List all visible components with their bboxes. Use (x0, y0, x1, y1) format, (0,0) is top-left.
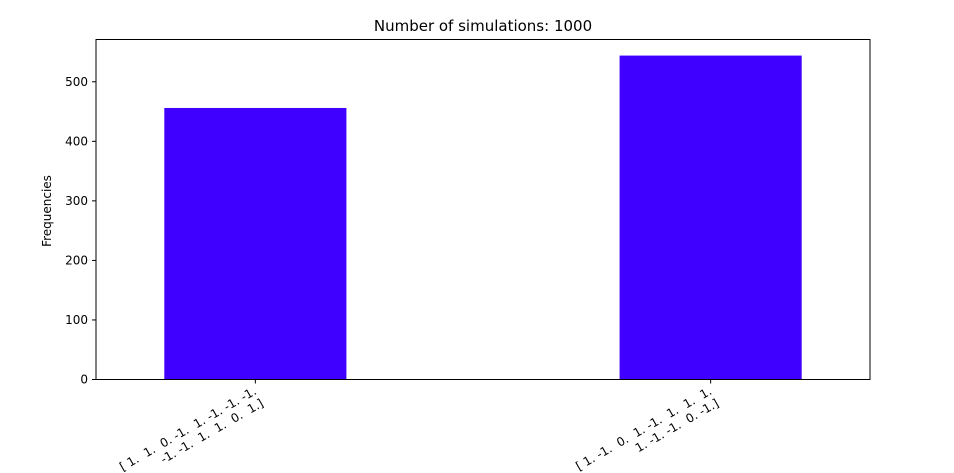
y-axis: 0 100 200 300 400 500 (65, 75, 96, 387)
x-axis: [ 1. 1. 0. -1. 1. -1. -1. -1. -1. -1. 1.… (117, 379, 721, 473)
y-tick-label-400: 400 (65, 134, 88, 148)
x-tick-label-0: [ 1. 1. 0. -1. 1. -1. -1. -1. -1. -1. 1.… (117, 384, 266, 473)
chart-title: Number of simulations: 1000 (374, 17, 592, 35)
x-tick-label-1: [ 1. -1. 0. 1. -1. 1. 1. 1. 1. -1. -1. 0… (573, 384, 721, 473)
plot-frame (95, 39, 871, 380)
y-tick-label-300: 300 (65, 194, 88, 208)
bar-0 (164, 107, 347, 380)
y-tick-label-0: 0 (80, 373, 88, 387)
x-tick-label-line: [ 1. 1. 0. -1. 1. -1. -1. -1. (117, 384, 259, 473)
y-axis-label: Frequencies (40, 175, 54, 247)
bar-1 (619, 55, 802, 380)
bars-group (164, 55, 802, 380)
y-tick-label-100: 100 (65, 313, 88, 327)
x-tick-label-line: [ 1. -1. 0. 1. -1. 1. 1. 1. (573, 384, 714, 473)
y-tick-label-200: 200 (65, 253, 88, 267)
y-tick-label-500: 500 (65, 75, 88, 89)
